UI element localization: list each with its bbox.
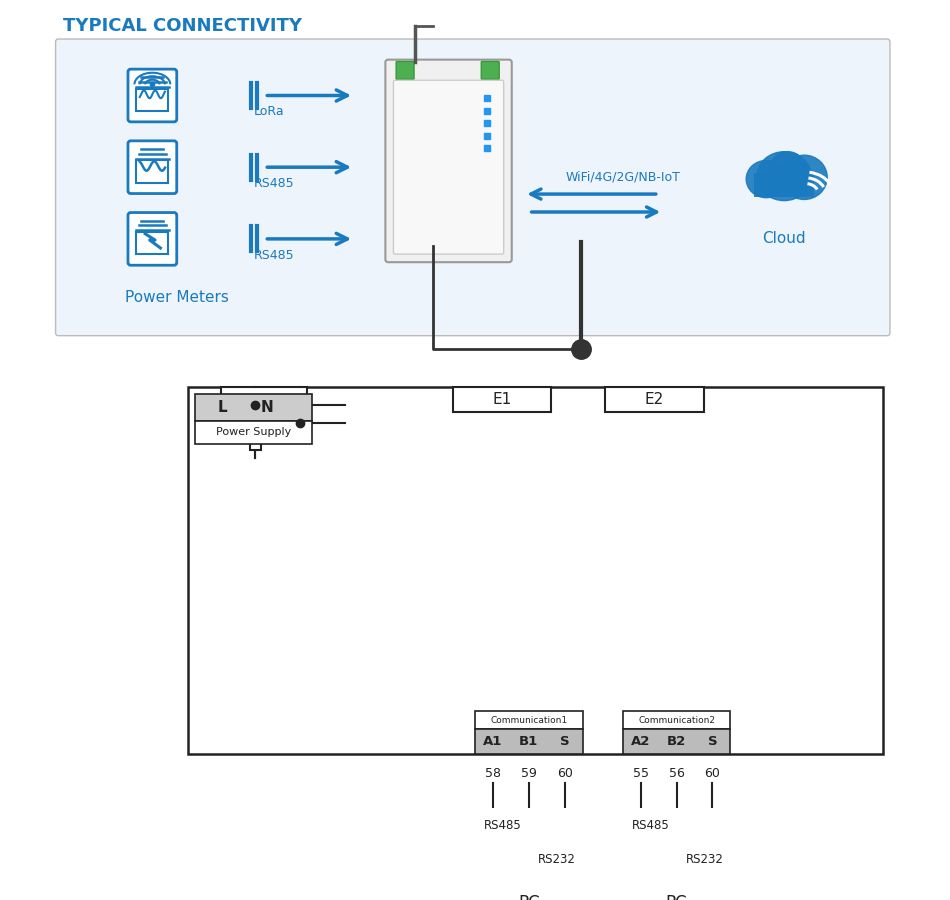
Bar: [623, 813, 731, 870]
Text: 59: 59: [521, 768, 537, 780]
FancyBboxPatch shape: [137, 89, 168, 111]
Text: TYPICAL CONNECTIVITY: TYPICAL CONNECTIVITY: [63, 17, 302, 35]
Bar: [754, 173, 814, 196]
Text: 58: 58: [484, 768, 501, 780]
Ellipse shape: [757, 152, 811, 201]
FancyBboxPatch shape: [393, 80, 504, 254]
Text: A1: A1: [484, 735, 503, 748]
Bar: [475, 813, 582, 870]
Text: PC: PC: [518, 894, 540, 900]
Text: 55: 55: [633, 768, 649, 780]
Bar: [493, 888, 564, 900]
Bar: [196, 394, 312, 421]
Text: WiFi/4G/2G/NB-IoT: WiFi/4G/2G/NB-IoT: [565, 171, 680, 184]
Text: Communication1: Communication1: [490, 716, 567, 724]
Text: Communication2: Communication2: [638, 716, 715, 724]
Text: PC: PC: [666, 894, 688, 900]
Bar: [250, 434, 261, 449]
FancyBboxPatch shape: [396, 61, 414, 79]
Text: RS485: RS485: [254, 248, 294, 262]
Bar: [623, 711, 731, 729]
FancyBboxPatch shape: [128, 140, 177, 194]
Text: 60: 60: [557, 768, 573, 780]
FancyBboxPatch shape: [55, 39, 890, 336]
Text: S: S: [708, 735, 717, 748]
Text: E1: E1: [492, 392, 511, 407]
Text: B1: B1: [519, 735, 539, 748]
Bar: [475, 711, 582, 729]
Text: RS232: RS232: [538, 853, 576, 867]
Text: B2: B2: [667, 735, 686, 748]
Text: E2: E2: [645, 392, 664, 407]
Text: L: L: [208, 398, 216, 411]
Text: 60: 60: [705, 768, 720, 780]
Text: 1: 1: [235, 394, 244, 408]
Text: 2: 2: [279, 394, 289, 408]
Bar: [475, 729, 582, 754]
Bar: [641, 888, 712, 900]
Text: RS485: RS485: [254, 176, 294, 190]
FancyBboxPatch shape: [128, 212, 177, 266]
Text: S: S: [560, 735, 569, 748]
Text: 56: 56: [669, 768, 685, 780]
Ellipse shape: [746, 160, 787, 198]
Bar: [623, 729, 731, 754]
FancyBboxPatch shape: [137, 232, 168, 255]
FancyBboxPatch shape: [386, 59, 512, 262]
Bar: [452, 387, 551, 412]
FancyBboxPatch shape: [482, 61, 499, 79]
Text: N: N: [205, 416, 216, 429]
FancyBboxPatch shape: [137, 160, 168, 183]
Text: LoRa: LoRa: [254, 105, 284, 118]
Bar: [196, 421, 312, 444]
Text: RS485: RS485: [484, 818, 522, 832]
Text: Power Supply: Power Supply: [216, 428, 292, 437]
Bar: [605, 387, 704, 412]
Bar: [188, 387, 883, 754]
Ellipse shape: [781, 155, 827, 200]
Text: Power Meters: Power Meters: [125, 290, 229, 304]
Ellipse shape: [770, 152, 806, 186]
Text: RS232: RS232: [685, 853, 723, 867]
Text: N: N: [260, 400, 274, 415]
Text: RS485: RS485: [632, 818, 670, 832]
Text: L: L: [218, 400, 227, 415]
Bar: [221, 387, 307, 416]
Text: A2: A2: [631, 735, 651, 748]
FancyBboxPatch shape: [128, 69, 177, 122]
Text: Cloud: Cloud: [763, 231, 806, 247]
